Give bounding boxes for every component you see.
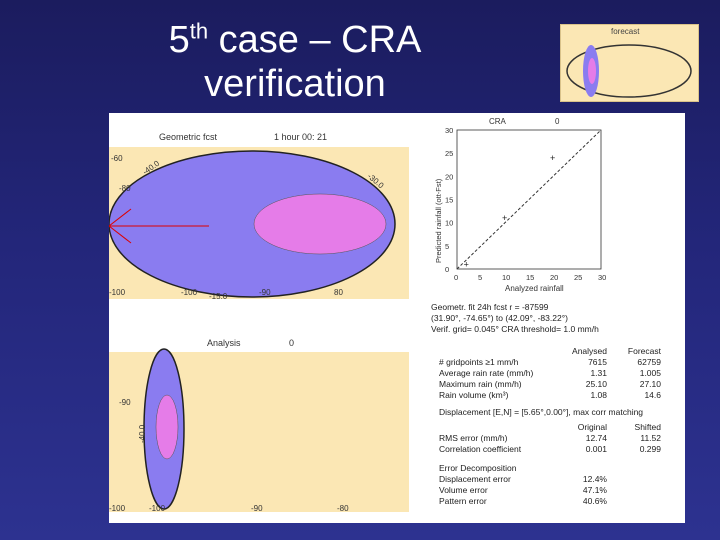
- forecast-thumbnail: forecast: [560, 24, 699, 102]
- decomposition-title: Error Decomposition: [439, 463, 517, 473]
- y-tick-label: 5: [445, 242, 449, 251]
- table-row: # gridpoints ≥1 mm/h 7615 62759: [439, 357, 661, 367]
- y-tick-label: 20: [445, 172, 453, 181]
- analysis-ellipse: [155, 394, 179, 460]
- geometric-title: Geometric fcst: [159, 132, 218, 142]
- thumbnail-map: [566, 44, 692, 98]
- lon-label: 80: [334, 288, 343, 297]
- x-tick-label: 20: [550, 273, 558, 282]
- table-header: Analysed Forecast: [572, 346, 661, 356]
- fit-info: Geometr. fit 24h fcst r = -87599 (31.90°…: [431, 302, 599, 335]
- info-line: Geometr. fit 24h fcst r = -87599: [431, 302, 549, 312]
- arc-label: -15.0: [209, 292, 228, 301]
- table-row: Volume error 47.1%: [439, 485, 607, 495]
- lon-label: -80: [337, 504, 349, 513]
- scatter-title-num: 0: [555, 117, 560, 126]
- analysis-map: Analysis 0 -90 -100 -100 -90 -80 -40.0: [109, 338, 409, 513]
- table-row: Displacement error 12.4%: [439, 474, 607, 484]
- x-tick-label: 30: [598, 273, 606, 282]
- thumbnail-label: forecast: [611, 27, 640, 36]
- y-tick-label: 10: [445, 219, 453, 228]
- analysis-title: Analysis: [207, 338, 241, 348]
- lat-label: -100: [109, 288, 126, 297]
- cra-scatter-plot: CRA 0 Predicted rainfall (ott-Fst) Analy…: [434, 117, 606, 293]
- scatter-ylabel: Predicted rainfall (ott-Fst): [434, 178, 443, 263]
- identity-line: [456, 129, 602, 270]
- shifted-analysis-ellipse: [253, 193, 387, 255]
- y-tick-label: 30: [445, 126, 453, 135]
- lat-label: -100: [109, 504, 126, 513]
- x-tick-label: 10: [502, 273, 510, 282]
- lat-label: -60: [111, 154, 123, 163]
- lon-label: -100: [149, 504, 166, 513]
- info-line: (31.90°, -74.65°) to (42.09°, -83.22°): [431, 313, 568, 323]
- x-tick-label: 5: [478, 273, 482, 282]
- scatter-title: CRA: [489, 117, 507, 126]
- y-tick-label: 15: [445, 196, 453, 205]
- y-tick-label: 0: [445, 265, 449, 274]
- lon-label: -90: [251, 504, 263, 513]
- table-row: RMS error (mm/h) 12.74 11.52: [439, 433, 661, 443]
- y-tick-label: 25: [445, 149, 453, 158]
- table-row: Rain volume (km³) 1.08 14.6: [439, 390, 661, 400]
- x-tick-label: 25: [574, 273, 582, 282]
- table-header: Original Shifted: [577, 422, 661, 432]
- x-tick-label: 15: [526, 273, 534, 282]
- geometric-forecast-map: Geometric fcst 1 hour 00: 21 -60 -80 -10…: [109, 132, 409, 301]
- x-tick-label: 0: [454, 273, 458, 282]
- forecast-ellipse: [109, 150, 396, 298]
- table-row: Average rain rate (mm/h) 1.31 1.005: [439, 368, 661, 378]
- table-row: Pattern error 40.6%: [439, 496, 607, 506]
- geometric-subtitle: 1 hour 00: 21: [274, 132, 327, 142]
- scatter-point: +: [502, 213, 507, 223]
- stats-table: Analysed Forecast # gridpoints ≥1 mm/h 76…: [439, 346, 661, 507]
- scatter-point: +: [550, 153, 555, 163]
- table-row: Correlation coefficient 0.001 0.299: [439, 444, 661, 454]
- lon-label: -90: [259, 288, 271, 297]
- slide-title: 5th case – CRA verification: [168, 18, 422, 105]
- displacement-line: Displacement [E,N] = [5.65°,0.00°], max …: [439, 407, 644, 417]
- table-row: Maximum rain (mm/h) 25.10 27.10: [439, 379, 661, 389]
- lon-label: -100: [181, 288, 198, 297]
- scatter-xlabel: Analyzed rainfall: [505, 284, 564, 293]
- arc-label: -40.0: [138, 424, 147, 443]
- info-line: Verif. grid= 0.045° CRA threshold= 1.0 m…: [431, 324, 599, 334]
- scatter-point: +: [464, 259, 469, 269]
- verification-panel: Geometric fcst 1 hour 00: 21 -60 -80 -10…: [109, 113, 685, 523]
- lat-label: -90: [119, 398, 131, 407]
- analysis-subtitle: 0: [289, 338, 294, 348]
- lat-label: -80: [119, 184, 131, 193]
